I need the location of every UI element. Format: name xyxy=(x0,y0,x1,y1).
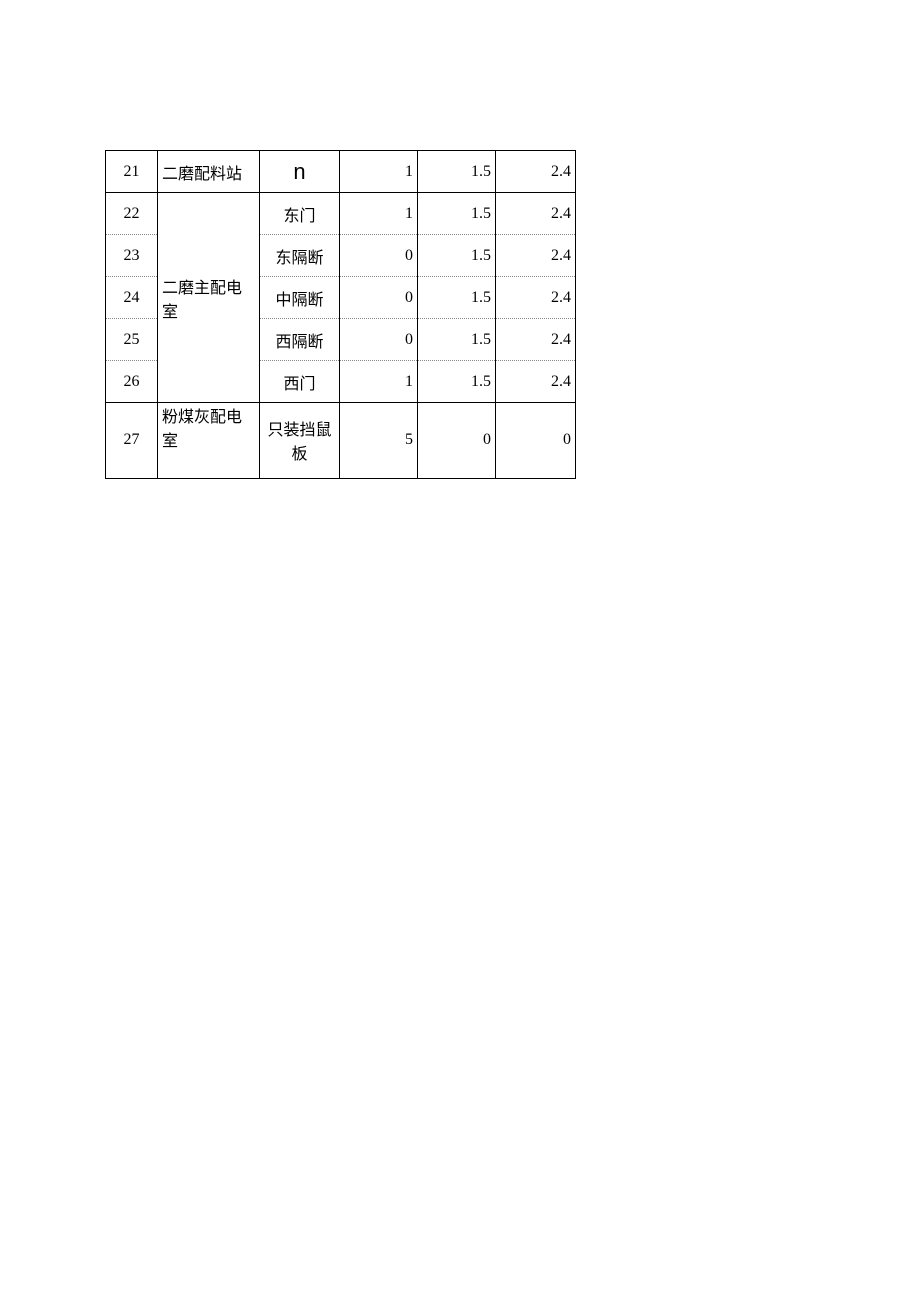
value-c: 2.4 xyxy=(496,319,576,361)
value-a: 1 xyxy=(340,151,418,193)
value-b: 0 xyxy=(418,403,496,479)
value-a: 0 xyxy=(340,235,418,277)
value-c: 0 xyxy=(496,403,576,479)
value-b: 1.5 xyxy=(418,319,496,361)
row-index: 25 xyxy=(106,319,158,361)
data-table: 21二磨配料站n11.52.422二磨主配电室东门11.52.423东隔断01.… xyxy=(105,150,576,479)
value-c: 2.4 xyxy=(496,277,576,319)
value-b: 1.5 xyxy=(418,193,496,235)
part-label: 西门 xyxy=(260,361,340,403)
part-label: 东门 xyxy=(260,193,340,235)
location-name: 粉煤灰配电室 xyxy=(158,403,260,479)
location-name-merged: 二磨主配电室 xyxy=(158,193,260,403)
row-index: 24 xyxy=(106,277,158,319)
value-c: 2.4 xyxy=(496,235,576,277)
row-index: 21 xyxy=(106,151,158,193)
part-label: n xyxy=(260,151,340,193)
row-index: 27 xyxy=(106,403,158,479)
part-label: 中隔断 xyxy=(260,277,340,319)
value-b: 1.5 xyxy=(418,361,496,403)
part-label: 只装挡鼠板 xyxy=(260,403,340,479)
value-c: 2.4 xyxy=(496,193,576,235)
value-c: 2.4 xyxy=(496,361,576,403)
row-index: 22 xyxy=(106,193,158,235)
value-b: 1.5 xyxy=(418,235,496,277)
row-index: 23 xyxy=(106,235,158,277)
value-a: 0 xyxy=(340,319,418,361)
value-b: 1.5 xyxy=(418,277,496,319)
part-label: 西隔断 xyxy=(260,319,340,361)
location-name: 二磨配料站 xyxy=(158,151,260,193)
value-a: 0 xyxy=(340,277,418,319)
value-a: 1 xyxy=(340,361,418,403)
value-a: 1 xyxy=(340,193,418,235)
value-b: 1.5 xyxy=(418,151,496,193)
value-a: 5 xyxy=(340,403,418,479)
row-index: 26 xyxy=(106,361,158,403)
value-c: 2.4 xyxy=(496,151,576,193)
part-label: 东隔断 xyxy=(260,235,340,277)
